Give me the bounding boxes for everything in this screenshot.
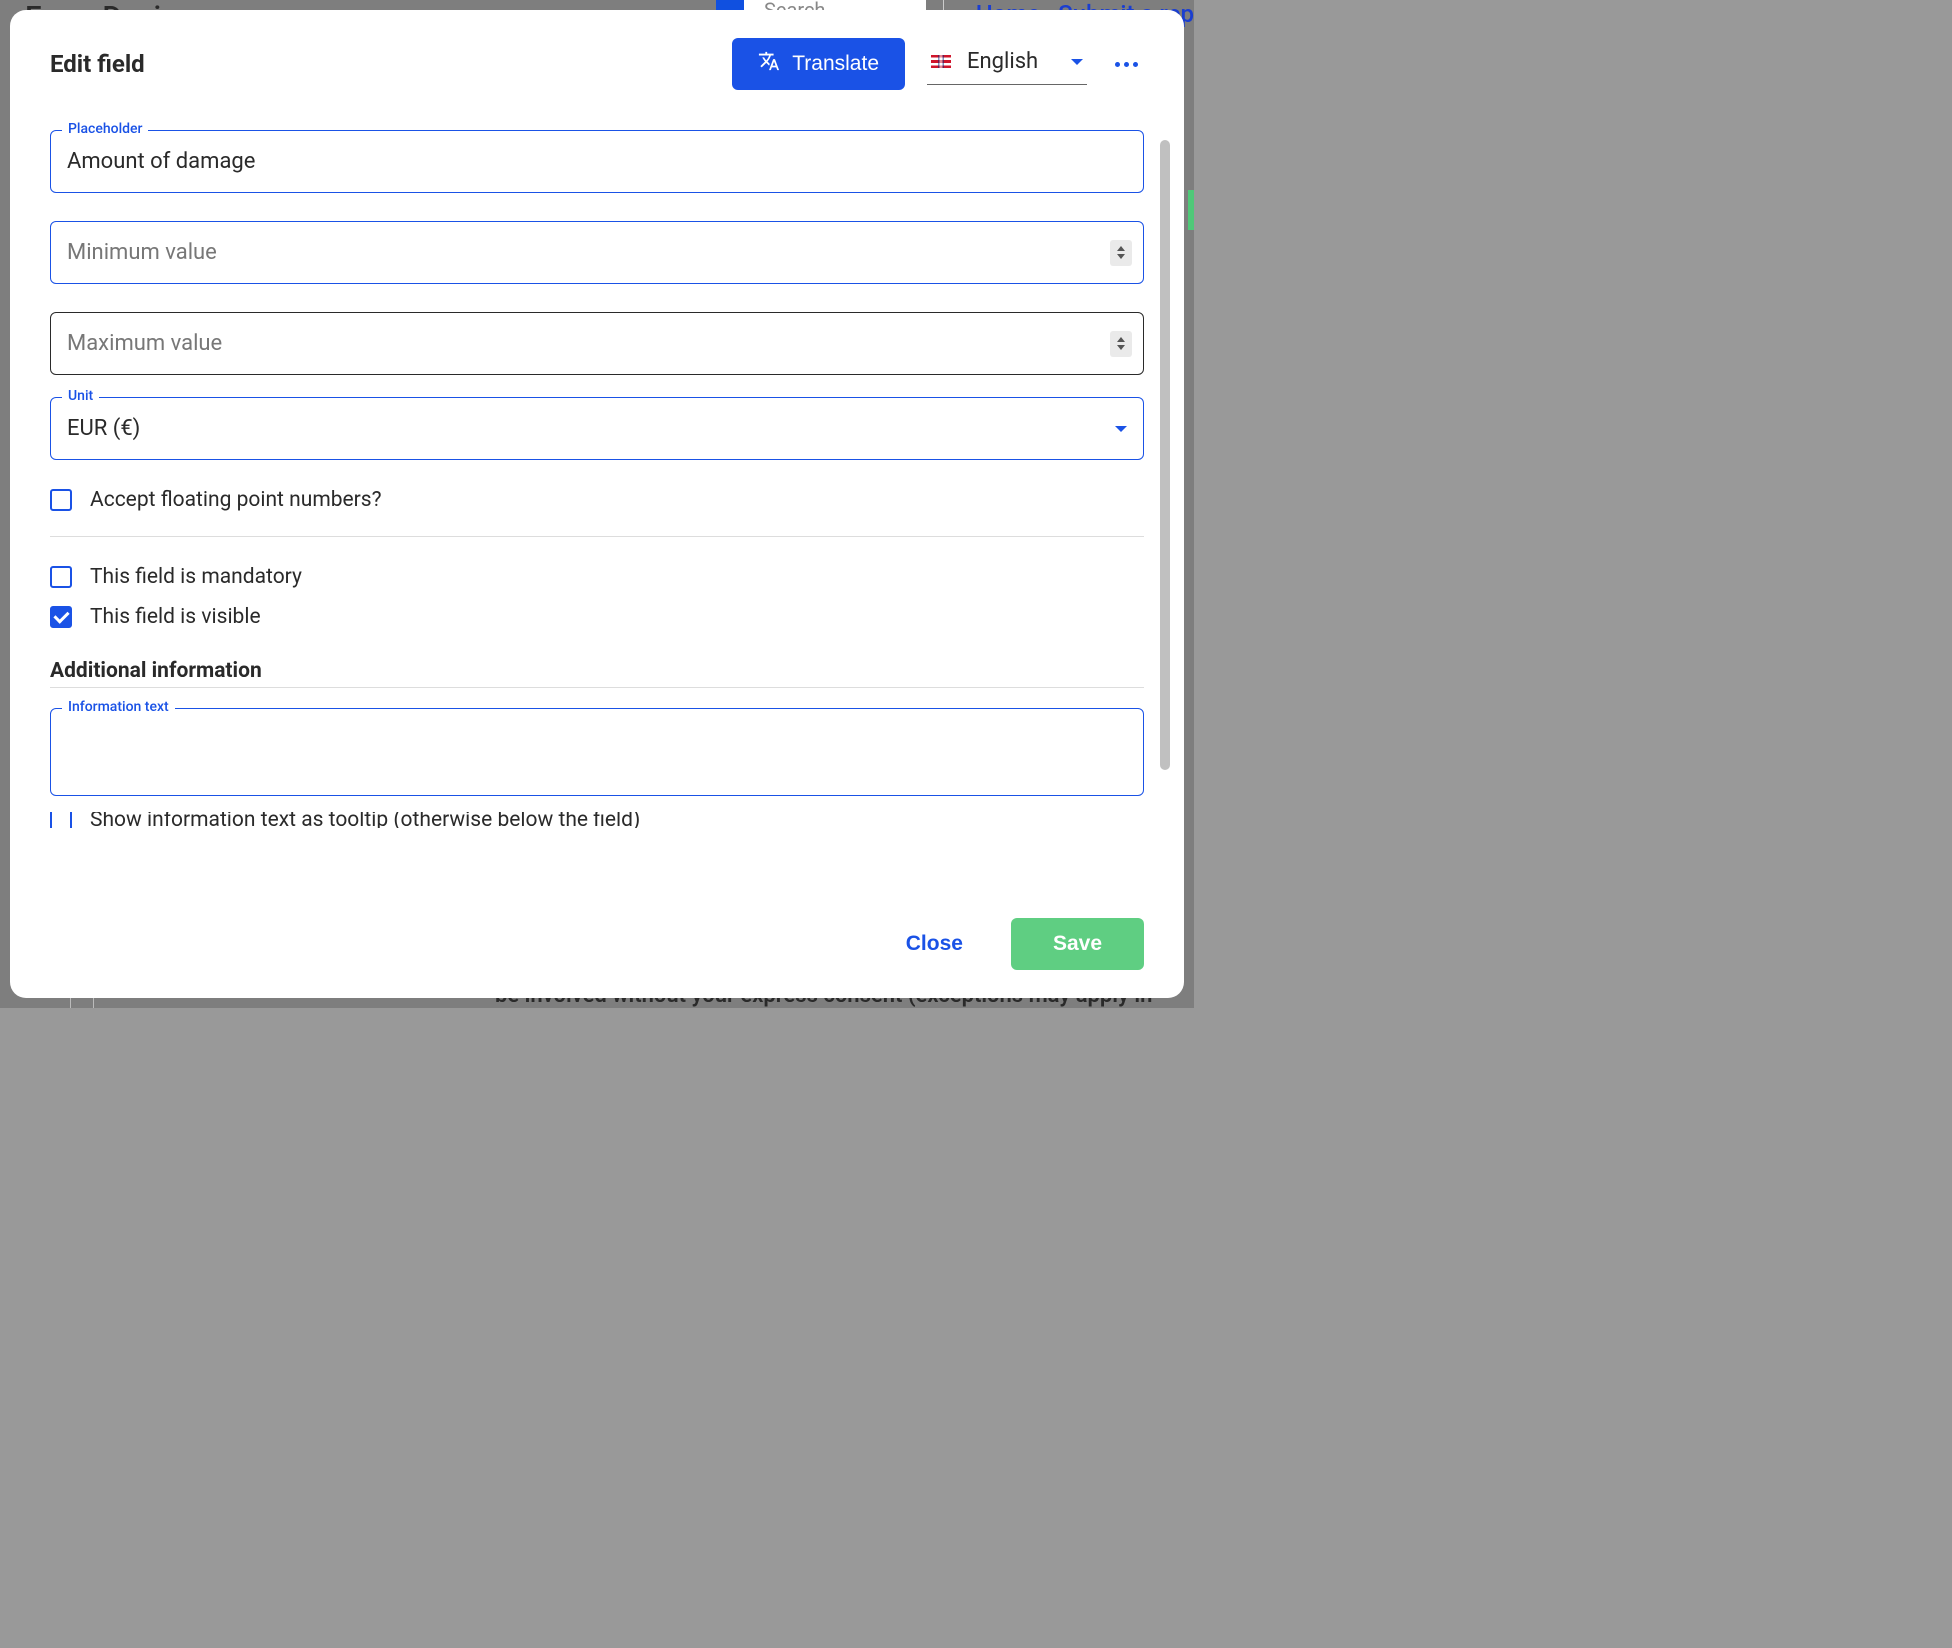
info-text-input[interactable] [50, 708, 1144, 796]
placeholder-label: Placeholder [62, 121, 148, 137]
flag-icon [931, 55, 951, 68]
modal-header: Edit field Translate English [10, 10, 1184, 110]
modal-footer: Close Save [10, 894, 1184, 998]
minimum-field-group [50, 221, 1144, 284]
dot-icon [1133, 62, 1138, 67]
chevron-down-icon [1115, 426, 1127, 432]
tooltip-checkbox[interactable] [50, 812, 72, 828]
save-button[interactable]: Save [1011, 918, 1144, 970]
mandatory-checkbox[interactable] [50, 566, 72, 588]
close-button[interactable]: Close [888, 920, 981, 968]
dot-icon [1115, 62, 1120, 67]
float-checkbox[interactable] [50, 489, 72, 511]
header-actions: Translate English [732, 38, 1144, 90]
background-green-tab [1188, 190, 1194, 230]
minimum-spinner[interactable] [1110, 240, 1132, 266]
visible-checkbox[interactable] [50, 606, 72, 628]
modal-title: Edit field [50, 50, 145, 78]
language-label: English [967, 49, 1055, 74]
unit-field-group: Unit EUR (€) [50, 397, 1144, 460]
additional-info-title: Additional information [50, 659, 1144, 683]
float-label: Accept floating point numbers? [90, 488, 382, 512]
unit-value: EUR (€) [67, 416, 140, 441]
visible-checkbox-row: This field is visible [50, 605, 1144, 629]
spinner-down-icon [1117, 254, 1125, 259]
placeholder-field-group: Placeholder [50, 130, 1144, 193]
minimum-value-input[interactable] [50, 221, 1144, 284]
chevron-down-icon [1071, 59, 1083, 65]
tooltip-checkbox-row: Show information text as tooltip (otherw… [50, 812, 1144, 828]
more-button[interactable] [1109, 56, 1144, 73]
maximum-field-group [50, 312, 1144, 375]
spinner-down-icon [1117, 345, 1125, 350]
maximum-spinner[interactable] [1110, 331, 1132, 357]
translate-label: Translate [792, 52, 879, 76]
scrollbar[interactable] [1160, 140, 1170, 770]
divider [50, 536, 1144, 537]
info-text-field-group: Information text [50, 708, 1144, 800]
translate-button[interactable]: Translate [732, 38, 905, 90]
tooltip-label: Show information text as tooltip (otherw… [90, 812, 640, 828]
modal-body: Placeholder Unit EUR (€) [10, 110, 1184, 894]
info-text-label: Information text [62, 699, 175, 715]
unit-label: Unit [62, 388, 99, 404]
dot-icon [1124, 62, 1129, 67]
language-select[interactable]: English [927, 43, 1087, 85]
maximum-value-input[interactable] [50, 312, 1144, 375]
mandatory-label: This field is mandatory [90, 565, 302, 589]
section-divider [50, 687, 1144, 688]
edit-field-modal: Edit field Translate English Placeholde [10, 10, 1184, 998]
visible-label: This field is visible [90, 605, 261, 629]
float-checkbox-row: Accept floating point numbers? [50, 488, 1144, 512]
translate-icon [758, 50, 780, 78]
spinner-up-icon [1117, 337, 1125, 342]
spinner-up-icon [1117, 246, 1125, 251]
mandatory-checkbox-row: This field is mandatory [50, 565, 1144, 589]
unit-select[interactable]: EUR (€) [50, 397, 1144, 460]
placeholder-input[interactable] [50, 130, 1144, 193]
